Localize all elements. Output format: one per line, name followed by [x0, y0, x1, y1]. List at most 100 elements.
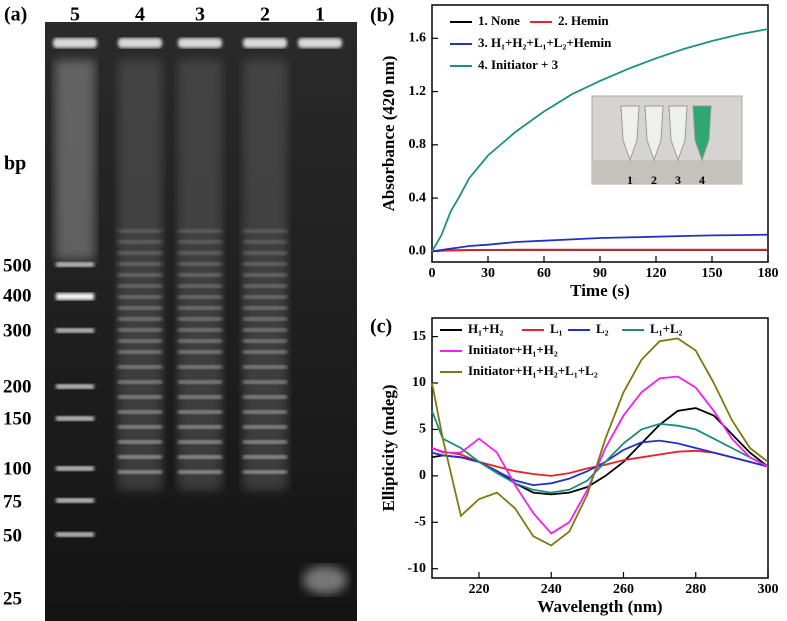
inset-label: 3 [675, 173, 681, 187]
band [178, 365, 222, 369]
tube [644, 105, 664, 162]
band [118, 380, 162, 384]
x-tick-label: 150 [702, 266, 723, 281]
band [178, 470, 222, 474]
ladder-band [56, 293, 94, 300]
legend-label: 1. None [478, 13, 520, 28]
band [243, 317, 287, 321]
y-tick-label: -10 [407, 561, 426, 576]
band [178, 440, 222, 444]
ladder-band [56, 328, 94, 333]
y-tick-label: 0.0 [409, 244, 427, 259]
y-tick-label: 0.8 [409, 137, 427, 152]
band [178, 229, 222, 233]
band [178, 262, 222, 266]
marker-label: 75 [3, 491, 22, 512]
tube [668, 105, 688, 162]
x-tick-label: 240 [541, 582, 562, 597]
band [243, 229, 287, 233]
x-tick-label: 300 [758, 582, 779, 597]
legend-label: H₁+H₂ [468, 321, 504, 336]
band [118, 273, 162, 277]
smear [55, 60, 95, 260]
plot-frame [431, 317, 769, 579]
ladder-band [56, 384, 94, 389]
band [118, 350, 162, 354]
band [118, 440, 162, 444]
panel-label: (c) [370, 316, 392, 338]
well [178, 38, 222, 48]
legend-label: L₂ [596, 321, 609, 336]
band [243, 284, 287, 288]
x-tick-label: 180 [758, 266, 779, 281]
band [178, 273, 222, 277]
band [118, 295, 162, 299]
band [118, 395, 162, 399]
marker-label: 500 [3, 255, 32, 276]
ladder-band [56, 498, 94, 503]
tube [692, 105, 712, 162]
band [178, 339, 222, 343]
band [243, 410, 287, 414]
inset-label: 2 [651, 173, 657, 187]
well [243, 38, 287, 48]
series-line [431, 410, 769, 494]
band [178, 295, 222, 299]
x-axis-label: Time (s) [570, 281, 630, 300]
band [243, 365, 287, 369]
band [118, 410, 162, 414]
lane-label: 4 [135, 4, 145, 26]
ladder-band [56, 262, 94, 267]
legend-label: 4. Initiator + 3 [478, 57, 559, 72]
series-line [431, 28, 769, 252]
y-axis-label: Absorbance (420 nm) [379, 56, 398, 212]
marker-label: 25 [3, 588, 22, 609]
panel-label: (a) [4, 4, 27, 26]
band [178, 410, 222, 414]
ladder-band [56, 466, 94, 471]
band [178, 455, 222, 459]
well [53, 38, 97, 48]
band [178, 251, 222, 255]
band [243, 295, 287, 299]
band [178, 306, 222, 310]
band [243, 328, 287, 332]
band [118, 240, 162, 244]
x-tick-label: 0 [429, 266, 436, 281]
lane-label: 5 [70, 4, 80, 26]
well [118, 38, 162, 48]
series-line [431, 337, 769, 547]
band [178, 425, 222, 429]
panel-label: (b) [370, 5, 394, 27]
band [118, 251, 162, 255]
band [243, 440, 287, 444]
y-tick-label: 5 [419, 422, 426, 437]
marker-label: 100 [3, 458, 32, 479]
band [243, 262, 287, 266]
legend-label: 2. Hemin [558, 13, 609, 28]
band [118, 306, 162, 310]
x-tick-label: 90 [593, 266, 607, 281]
legend-label: 3. H₁+H₂+L₁+L₂+Hemin [478, 35, 612, 50]
legend-label: L₁ [550, 321, 563, 336]
band [243, 339, 287, 343]
band [178, 284, 222, 288]
lane-label: 3 [195, 4, 205, 26]
band [178, 395, 222, 399]
well [298, 38, 342, 48]
band [178, 350, 222, 354]
band [118, 284, 162, 288]
legend-label: Initiator+H₁+H₂ [468, 342, 558, 357]
y-axis-label: Ellipticity (mdeg) [379, 384, 398, 511]
band [178, 317, 222, 321]
y-tick-label: -5 [414, 515, 426, 530]
band [118, 317, 162, 321]
tube [620, 105, 640, 162]
band [118, 339, 162, 343]
band [243, 251, 287, 255]
band [243, 306, 287, 310]
marker-label: 300 [3, 320, 32, 341]
y-tick-label: 15 [412, 329, 426, 344]
y-tick-label: 1.6 [409, 31, 427, 46]
